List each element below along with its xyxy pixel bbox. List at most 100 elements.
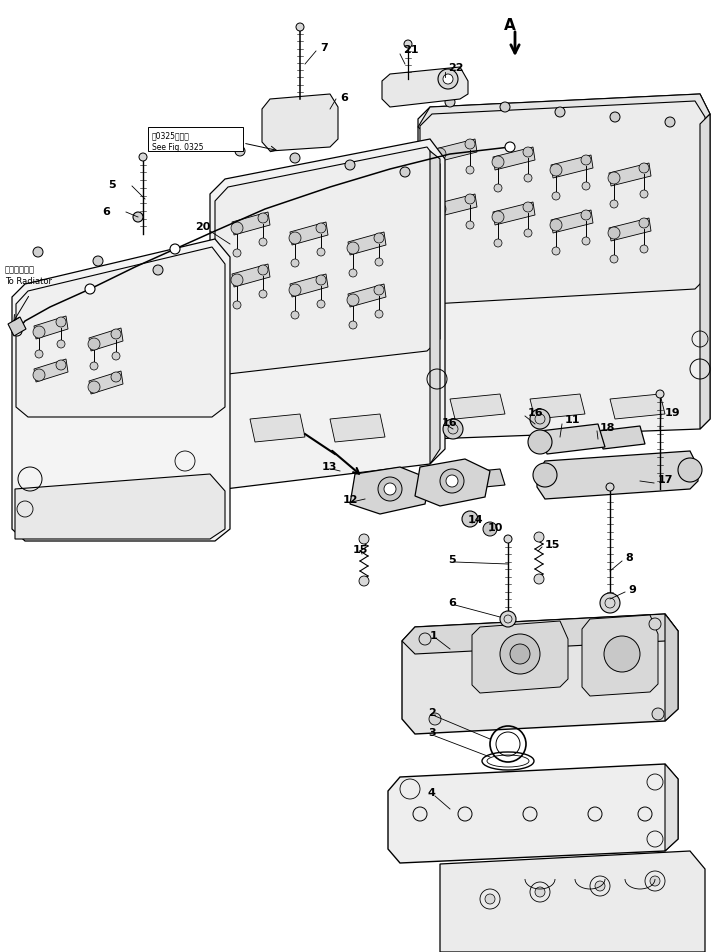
Circle shape [296,24,304,32]
Circle shape [57,341,65,348]
Circle shape [446,475,458,487]
Circle shape [378,478,402,502]
Polygon shape [402,614,678,734]
Circle shape [258,266,268,276]
Circle shape [500,634,540,674]
Circle shape [650,876,660,886]
Circle shape [359,576,369,586]
Circle shape [133,213,143,223]
Polygon shape [34,317,68,340]
Circle shape [429,713,441,725]
Text: 19: 19 [665,407,680,418]
Text: A: A [504,17,516,32]
Polygon shape [262,95,338,151]
Circle shape [347,295,359,307]
Circle shape [33,327,45,339]
Text: 16: 16 [442,418,457,427]
Circle shape [466,167,474,175]
Circle shape [231,223,243,235]
Circle shape [259,239,267,247]
Circle shape [374,234,384,244]
Circle shape [349,322,357,329]
Circle shape [434,204,446,216]
Text: 3: 3 [428,727,435,737]
Circle shape [496,732,520,756]
Circle shape [504,535,512,544]
Circle shape [604,636,640,672]
Circle shape [466,222,474,229]
Circle shape [600,593,620,613]
Text: 6: 6 [448,597,456,607]
Text: 8: 8 [625,552,632,563]
Text: See Fig. 0325: See Fig. 0325 [152,144,204,152]
Polygon shape [609,164,651,187]
Circle shape [550,165,562,177]
Polygon shape [582,615,658,696]
Circle shape [139,154,147,162]
Circle shape [582,238,590,246]
Circle shape [652,708,664,721]
Text: 18: 18 [600,423,616,432]
Circle shape [639,164,649,174]
Circle shape [112,352,120,361]
Text: ラジエータへ: ラジエータへ [5,266,35,274]
Circle shape [347,243,359,255]
Circle shape [33,248,43,258]
Circle shape [581,210,591,221]
Polygon shape [609,219,651,242]
Polygon shape [540,425,605,454]
Circle shape [610,113,620,123]
Circle shape [349,269,357,278]
Polygon shape [440,851,705,952]
Polygon shape [350,467,430,514]
Circle shape [492,211,504,224]
Circle shape [523,203,533,213]
Circle shape [533,464,557,487]
Polygon shape [551,156,593,179]
Circle shape [656,390,664,399]
Polygon shape [89,371,123,394]
Circle shape [534,532,544,543]
Circle shape [440,469,464,493]
Polygon shape [598,426,645,449]
Circle shape [56,318,66,327]
Circle shape [231,275,243,287]
Circle shape [524,175,532,183]
Circle shape [235,147,245,157]
Circle shape [153,266,163,276]
Polygon shape [610,394,665,420]
Polygon shape [368,469,505,499]
Circle shape [88,339,100,350]
Circle shape [88,382,100,393]
Text: 6: 6 [340,93,348,103]
Polygon shape [232,265,270,288]
Polygon shape [537,451,698,500]
Circle shape [436,231,444,240]
Polygon shape [665,764,678,851]
Circle shape [552,248,560,256]
Text: 21: 21 [403,45,419,55]
Circle shape [33,369,45,382]
Circle shape [289,232,301,245]
Circle shape [492,157,504,169]
Circle shape [434,149,446,161]
Circle shape [595,881,605,891]
Circle shape [259,290,267,299]
Polygon shape [493,148,535,170]
Text: 第0325図参照: 第0325図参照 [152,131,190,140]
Polygon shape [15,474,225,540]
Text: 2: 2 [428,707,435,717]
Polygon shape [330,414,385,443]
Circle shape [12,327,22,337]
Circle shape [436,177,444,185]
Circle shape [639,219,649,228]
Circle shape [111,329,121,340]
Circle shape [552,193,560,201]
Circle shape [462,511,478,527]
Polygon shape [12,240,230,542]
Circle shape [233,249,241,258]
Circle shape [375,310,383,319]
Polygon shape [430,151,440,465]
Circle shape [535,887,545,897]
Text: 5: 5 [108,180,116,189]
